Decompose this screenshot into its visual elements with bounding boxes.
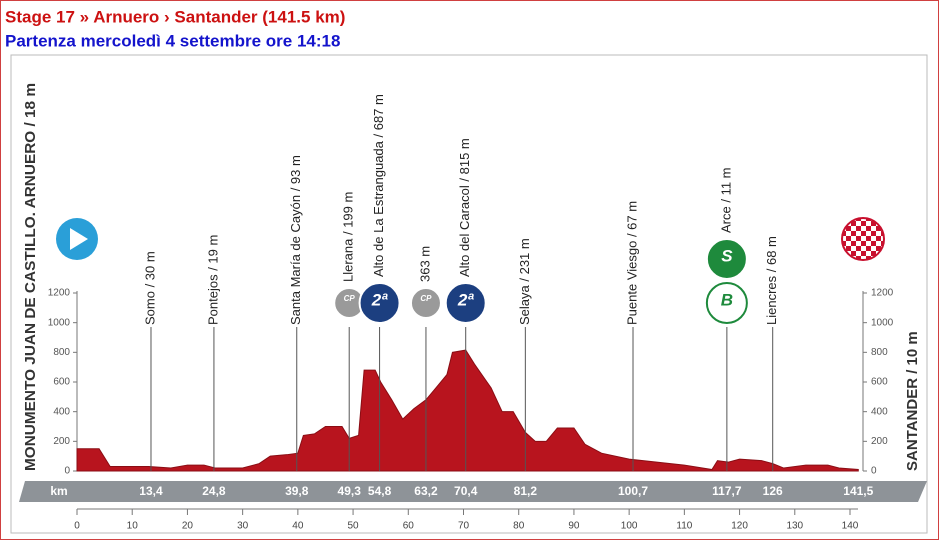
y-tick-label: 1000 (48, 317, 71, 328)
x-tick-label: 20 (182, 521, 194, 532)
y-tick-label: 200 (871, 436, 888, 447)
km-label: 39,8 (285, 484, 309, 498)
waypoint-icon-text: 2ª (371, 290, 388, 309)
y-tick-label: 400 (53, 406, 70, 417)
y-tick-label: 0 (871, 466, 877, 477)
km-label: 81,2 (514, 484, 538, 498)
x-tick-label: 10 (127, 521, 139, 532)
y-tick-label: 200 (53, 436, 70, 447)
x-tick-label: 120 (731, 521, 748, 532)
km-label: 54,8 (368, 484, 392, 498)
finish-label: SANTANDER / 10 m (904, 331, 921, 471)
x-tick-label: 0 (74, 521, 80, 532)
y-tick-label: 0 (64, 466, 70, 477)
y-tick-label: 800 (53, 347, 70, 358)
waypoint-label: Santa María de Cayón / 93 m (288, 155, 303, 325)
waypoint-label: Somo / 30 m (142, 251, 157, 325)
y-tick-label: 1200 (871, 288, 894, 299)
waypoint-icon (705, 238, 748, 280)
waypoint-label: Arce / 11 m (718, 167, 733, 233)
x-tick-label: 110 (676, 521, 692, 532)
y-tick-label: 1000 (871, 317, 894, 328)
x-tick-label: 50 (348, 521, 360, 532)
waypoint-icon (705, 282, 748, 324)
waypoint-label: Liencres / 68 m (764, 236, 779, 325)
waypoint-icon-text: 2ª (457, 290, 474, 309)
elevation-area (76, 349, 859, 472)
km-label: 126 (763, 484, 783, 498)
waypoint-icon-text: B (721, 290, 733, 309)
km-label: 13,4 (139, 484, 163, 498)
km-label: 141,5 (843, 484, 873, 498)
x-tick-label: 80 (513, 521, 525, 532)
y-tick-label: 400 (871, 406, 888, 417)
waypoint-label: Alto de La Estranguada / 687 m (371, 94, 386, 277)
x-tick-label: 140 (842, 521, 859, 532)
finish-icon (841, 217, 885, 261)
x-tick-label: 60 (403, 521, 415, 532)
km-label: 117,7 (712, 484, 742, 498)
y-tick-label: 800 (871, 347, 888, 358)
waypoint-icon (444, 282, 487, 324)
title: Stage 17 » Arnuero › Santander (141.5 km… (5, 7, 345, 26)
km-bar (19, 481, 927, 502)
km-label: 63,2 (414, 484, 438, 498)
x-tick-label: 90 (568, 521, 580, 532)
waypoint-label: Llerana / 199 m (341, 192, 356, 282)
waypoint-icon-text: CP (420, 294, 432, 303)
subtitle: Partenza mercoledì 4 settembre ore 14:18 (5, 31, 340, 50)
waypoint-label: Alto del Caracol / 815 m (457, 138, 472, 277)
km-label: 100,7 (618, 484, 648, 498)
start-label: MONUMENTO JUAN DE CASTILLO. ARNUERO / 18… (22, 83, 39, 471)
waypoint-icon-text: S (721, 246, 733, 265)
x-tick-label: 130 (786, 521, 803, 532)
waypoint-label: Pontejos / 19 m (205, 235, 220, 325)
y-tick-label: 1200 (48, 288, 71, 299)
waypoint-icon (358, 282, 401, 324)
km-label: 70,4 (454, 484, 478, 498)
waypoint-icon (409, 287, 442, 319)
waypoint-icon-text: CP (344, 294, 356, 303)
x-tick-label: 70 (458, 521, 470, 532)
km-label: 24,8 (202, 484, 226, 498)
start-arrow (70, 228, 88, 250)
km-label: 49,3 (338, 484, 362, 498)
waypoint-label: 363 m (417, 246, 432, 282)
x-tick-label: 30 (237, 521, 249, 532)
y-tick-label: 600 (53, 377, 70, 388)
x-tick-label: 40 (292, 521, 304, 532)
waypoint-label: Puente Viesgo / 67 m (624, 201, 639, 325)
waypoint-label: Selaya / 231 m (517, 238, 532, 325)
y-tick-label: 600 (871, 377, 888, 388)
x-tick-label: 100 (621, 521, 638, 532)
km-unit: km (50, 484, 67, 498)
